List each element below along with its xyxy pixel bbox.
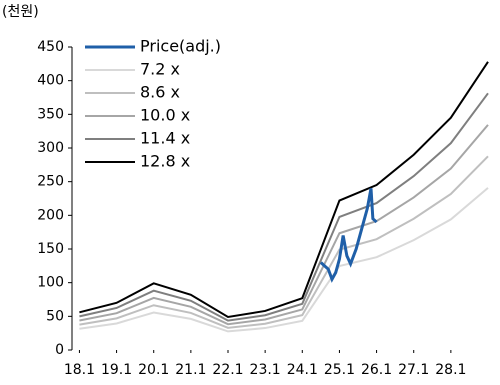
x-tick-label: 20.1	[138, 362, 169, 378]
y-tick-label: 50	[46, 308, 64, 324]
x-tick-label: 21.1	[175, 362, 206, 378]
unit-label: (천원)	[2, 4, 39, 20]
series-line	[79, 61, 489, 319]
y-tick-label: 400	[37, 73, 64, 89]
y-tick-label: 200	[37, 207, 64, 223]
y-tick-label: 150	[37, 241, 64, 257]
series-line	[319, 188, 378, 283]
legend-label: Price(adj.)	[140, 37, 221, 56]
x-tick-label: 27.1	[398, 362, 429, 378]
x-tick-label: 23.1	[250, 362, 281, 378]
x-tick-label: 26.1	[361, 362, 392, 378]
series-line	[79, 92, 489, 322]
x-tick-label: 22.1	[212, 362, 243, 378]
y-tick-label: 100	[37, 275, 64, 291]
y-tick-label: 450	[37, 39, 64, 55]
x-tick-label: 28.1	[435, 362, 466, 378]
y-tick-label: 0	[55, 342, 64, 358]
legend-label: 10.0 x	[140, 106, 190, 125]
series-line	[79, 187, 489, 333]
y-tick-label: 350	[37, 106, 64, 122]
x-tick-label: 18.1	[64, 362, 95, 378]
series-line	[79, 155, 489, 329]
legend-label: 12.8 x	[140, 152, 190, 171]
legend-label: 8.6 x	[140, 83, 180, 102]
legend-label: 11.4 x	[140, 129, 190, 148]
x-tick-label: 24.1	[287, 362, 318, 378]
x-tick-label: 25.1	[324, 362, 355, 378]
x-tick-label: 19.1	[101, 362, 132, 378]
series-line	[79, 124, 489, 326]
y-tick-label: 300	[37, 140, 64, 156]
y-tick-label: 250	[37, 174, 64, 190]
legend-label: 7.2 x	[140, 60, 180, 79]
